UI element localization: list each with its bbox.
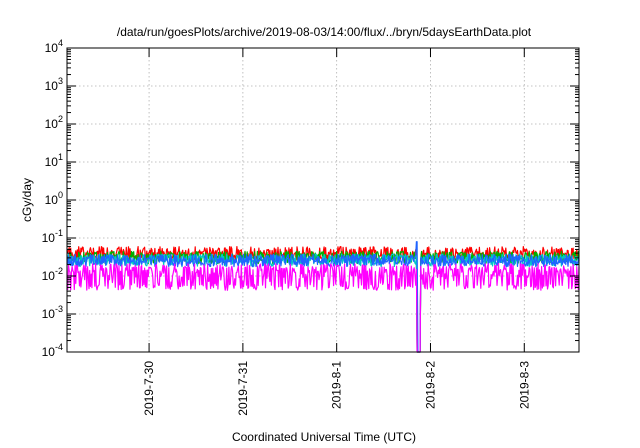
chart-title: /data/run/goesPlots/archive/2019-08-03/1… [117, 25, 532, 39]
x-axis-label: Coordinated Universal Time (UTC) [232, 430, 416, 444]
y-tick-labels: 10-4 10-3 10-2 10-1 100 101 102 103 104 [42, 38, 63, 359]
x-tick-label: 2019-8-2 [423, 361, 437, 409]
y-tick-label: 10-2 [42, 266, 63, 283]
x-tick-label: 2019-8-1 [330, 361, 344, 409]
y-tick-label: 10-4 [42, 342, 63, 359]
series-layer [66, 241, 580, 353]
axis-ticks [67, 47, 579, 353]
x-tick-labels: 2019-7-30 2019-7-31 2019-8-1 2019-8-2 2019-8… [142, 361, 531, 416]
y-tick-label: 101 [45, 152, 63, 169]
y-tick-label: 10-3 [42, 304, 63, 321]
series-line-2 [66, 250, 580, 353]
y-tick-label: 102 [45, 114, 63, 131]
x-tick-label: 2019-7-30 [142, 361, 156, 416]
x-tick-label: 2019-7-31 [236, 361, 250, 416]
y-tick-label: 100 [45, 190, 63, 207]
series-line-4 [66, 241, 580, 353]
y-axis-label: cGy/day [20, 178, 34, 222]
y-tick-label: 103 [45, 76, 63, 93]
y-tick-label: 104 [45, 38, 63, 55]
grid [67, 48, 579, 352]
y-tick-label: 10-1 [42, 228, 63, 245]
x-tick-label: 2019-8-3 [517, 361, 531, 409]
series-line-5 [66, 263, 580, 353]
